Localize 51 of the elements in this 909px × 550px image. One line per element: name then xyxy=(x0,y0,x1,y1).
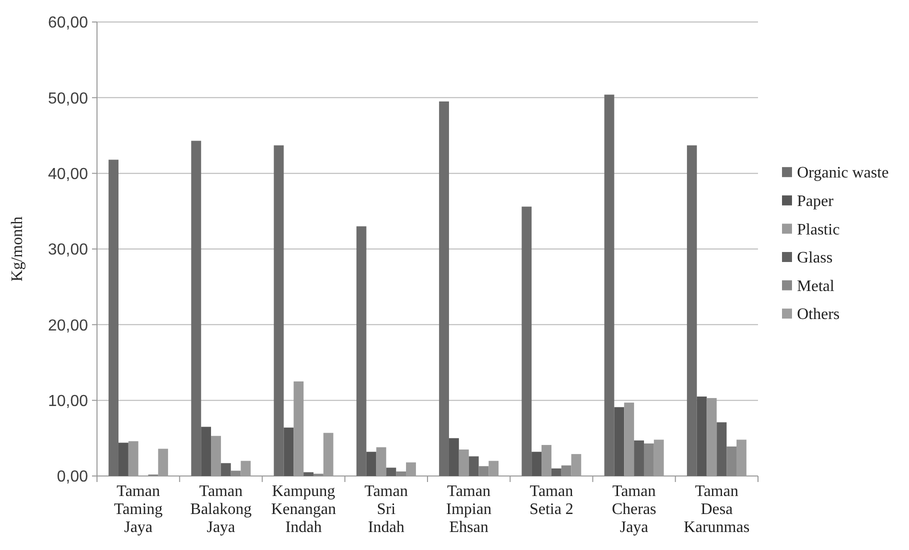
bar xyxy=(356,226,366,476)
legend-label: Glass xyxy=(797,250,833,267)
bar xyxy=(468,456,479,476)
bar xyxy=(366,452,376,476)
legend-label: Organic waste xyxy=(797,164,889,182)
bar xyxy=(634,440,644,476)
bar xyxy=(448,438,459,476)
bar xyxy=(220,463,231,476)
bar xyxy=(614,407,624,476)
legend-label: Paper xyxy=(797,193,834,210)
x-tick-label: Taman Taming Jaya xyxy=(114,483,163,536)
bar xyxy=(284,428,294,476)
bar xyxy=(561,465,572,476)
y-tick-label: 20,00 xyxy=(48,317,88,334)
bar xyxy=(201,426,212,476)
bar xyxy=(274,145,284,476)
x-tick-label: Taman Balakong Jaya xyxy=(190,483,252,536)
bar xyxy=(478,466,489,476)
legend-label: Others xyxy=(797,306,840,324)
bar xyxy=(696,396,707,476)
bar xyxy=(439,101,449,476)
bar xyxy=(191,140,202,476)
bar xyxy=(726,446,737,476)
y-tick-label: 10,00 xyxy=(48,392,88,410)
bar xyxy=(716,422,727,476)
y-axis-title: Kg/month xyxy=(9,216,26,282)
bar xyxy=(396,471,406,476)
bar xyxy=(532,452,542,476)
x-tick-label: Taman Impian Ehsan xyxy=(446,483,492,536)
y-tick-label: 60,00 xyxy=(48,14,88,32)
bar xyxy=(604,94,614,476)
bar xyxy=(686,145,697,476)
x-tick-label: Taman Sri Indah xyxy=(364,483,408,536)
x-tick-label: Taman Setia 2 xyxy=(529,483,574,518)
y-tick-label: 0,00 xyxy=(56,468,88,486)
x-tick-label: Taman Cheras Jaya xyxy=(612,483,656,536)
y-tick-label: 40,00 xyxy=(48,166,88,183)
x-tick-label: Kampung Kenangan Indah xyxy=(271,483,336,536)
bar xyxy=(118,442,128,476)
bar xyxy=(386,468,396,476)
legend-label: Plastic xyxy=(797,221,840,238)
legend-label: Metal xyxy=(797,278,835,295)
x-tick-label: Taman Desa Karunmas xyxy=(684,483,750,536)
bar xyxy=(551,468,562,476)
y-tick-label: 30,00 xyxy=(48,242,88,259)
bar xyxy=(304,472,314,476)
bar xyxy=(644,443,654,476)
bar xyxy=(230,470,241,476)
bar xyxy=(522,206,532,476)
bar xyxy=(108,160,118,476)
y-tick-label: 50,00 xyxy=(48,90,88,108)
